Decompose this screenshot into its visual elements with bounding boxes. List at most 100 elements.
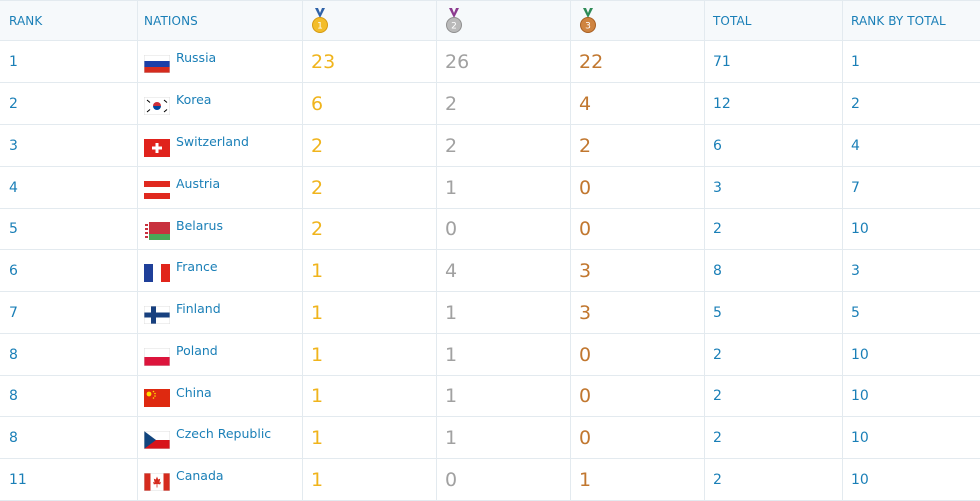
gold-cell: 23 [302,41,436,82]
silver-cell: 1 [436,292,570,333]
gold-count: 6 [311,92,324,115]
belarus-flag-icon [144,222,170,240]
table-row: 11 Canada 1 0 1 2 10 [0,459,980,501]
total-value: 2 [713,388,722,404]
silver-cell: 4 [436,250,570,291]
rank-by-total-value: 10 [851,429,869,446]
nation-cell[interactable]: Switzerland [137,125,302,166]
nations-column-header[interactable]: NATIONS [137,1,302,40]
rank-by-total-value: 10 [851,471,869,488]
nation-link[interactable]: Finland [176,301,221,316]
rank-cell: 8 [0,417,137,458]
rank-value: 7 [9,304,18,321]
rank-value: 3 [9,137,18,154]
silver-column-header[interactable]: 2 [436,1,570,40]
rank-cell: 1 [0,41,137,82]
rank-column-header[interactable]: RANK [0,1,137,40]
silver-count: 1 [445,426,458,449]
silver-cell: 26 [436,41,570,82]
silver-cell: 1 [436,417,570,458]
table-row: 4 Austria 2 1 0 3 7 [0,167,980,209]
silver-count: 1 [445,385,458,407]
gold-cell: 2 [302,125,436,166]
russia-flag-icon [144,54,170,73]
silver-count: 0 [445,218,458,240]
nation-link[interactable]: Belarus [176,217,223,233]
gold-column-header[interactable]: 1 [302,1,436,40]
nation-link[interactable]: France [176,259,218,274]
nations-header-label: NATIONS [144,13,198,28]
nation-cell[interactable]: Korea [137,83,302,124]
bronze-cell: 0 [570,209,704,249]
rank-by-total-cell: 10 [842,209,980,249]
france-flag-icon [144,263,170,282]
nation-cell[interactable]: China [137,376,302,416]
rank-by-total-cell: 10 [842,417,980,458]
nation-cell[interactable]: Poland [137,334,302,375]
total-value: 2 [713,221,722,237]
gold-cell: 1 [302,417,436,458]
gold-count: 1 [311,301,324,324]
nation-link[interactable]: Austria [176,176,221,191]
nation-link[interactable]: Russia [176,50,217,65]
rank-by-total-value: 3 [851,262,860,279]
total-value: 8 [713,262,722,279]
nation-cell[interactable]: France [137,250,302,291]
silver-cell: 1 [436,167,570,208]
bronze-count: 0 [579,385,592,407]
rank-by-total-cell: 4 [842,125,980,166]
nation-cell[interactable]: Finland [137,292,302,333]
nation-link[interactable]: Czech Republic [176,426,272,441]
nation-cell[interactable]: Canada [137,459,302,500]
rank-header-label: RANK [9,13,43,28]
total-cell: 71 [704,41,842,82]
table-row: 8 Poland 1 1 0 2 10 [0,334,980,376]
rank-cell: 5 [0,209,137,249]
total-cell: 2 [704,459,842,500]
rank-by-total-cell: 3 [842,250,980,291]
bronze-count: 0 [579,426,592,449]
nation-cell[interactable]: Russia [137,41,302,82]
rank-value: 5 [9,221,18,237]
table-row: 1 Russia 23 26 22 71 1 [0,41,980,83]
bronze-cell: 4 [570,83,704,124]
silver-count: 2 [445,92,458,115]
gold-cell: 1 [302,376,436,416]
nation-cell[interactable]: Belarus [137,209,302,249]
bronze-medal-icon: 3 [580,7,596,33]
nation-link[interactable]: Korea [176,92,212,107]
nation-link[interactable]: China [176,384,212,400]
rank-by-total-cell: 2 [842,83,980,124]
poland-flag-icon [144,347,170,366]
total-value: 12 [713,95,731,112]
nation-link[interactable]: Canada [176,468,224,483]
rank-by-total-value: 10 [851,346,869,363]
korea-flag-icon [144,96,170,115]
nation-cell[interactable]: Austria [137,167,302,208]
nation-link[interactable]: Switzerland [176,134,249,149]
czech-flag-icon [144,430,170,449]
bronze-count: 0 [579,343,592,366]
table-header: RANK NATIONS 1 2 3 [0,0,980,41]
table-row: 8 Czech Republic 1 1 0 2 10 [0,417,980,459]
finland-flag-icon [144,305,170,324]
bronze-count: 2 [579,134,592,157]
total-column-header[interactable]: TOTAL [704,1,842,40]
bronze-column-header[interactable]: 3 [570,1,704,40]
total-cell: 12 [704,83,842,124]
table-row: 2 Korea 6 2 4 12 2 [0,83,980,125]
switzerland-flag-icon [144,138,170,157]
total-value: 6 [713,137,722,154]
total-cell: 8 [704,250,842,291]
bronze-count: 3 [579,259,592,282]
rank-by-total-column-header[interactable]: RANK BY TOTAL [842,1,980,40]
gold-count: 1 [311,385,324,407]
rank-cell: 8 [0,334,137,375]
gold-medal-number: 1 [317,21,323,31]
silver-count: 4 [445,259,458,282]
nation-link[interactable]: Poland [176,343,218,358]
rank-by-total-header-label: RANK BY TOTAL [851,13,946,28]
nation-cell[interactable]: Czech Republic [137,417,302,458]
silver-count: 2 [445,134,458,157]
rank-cell: 6 [0,250,137,291]
